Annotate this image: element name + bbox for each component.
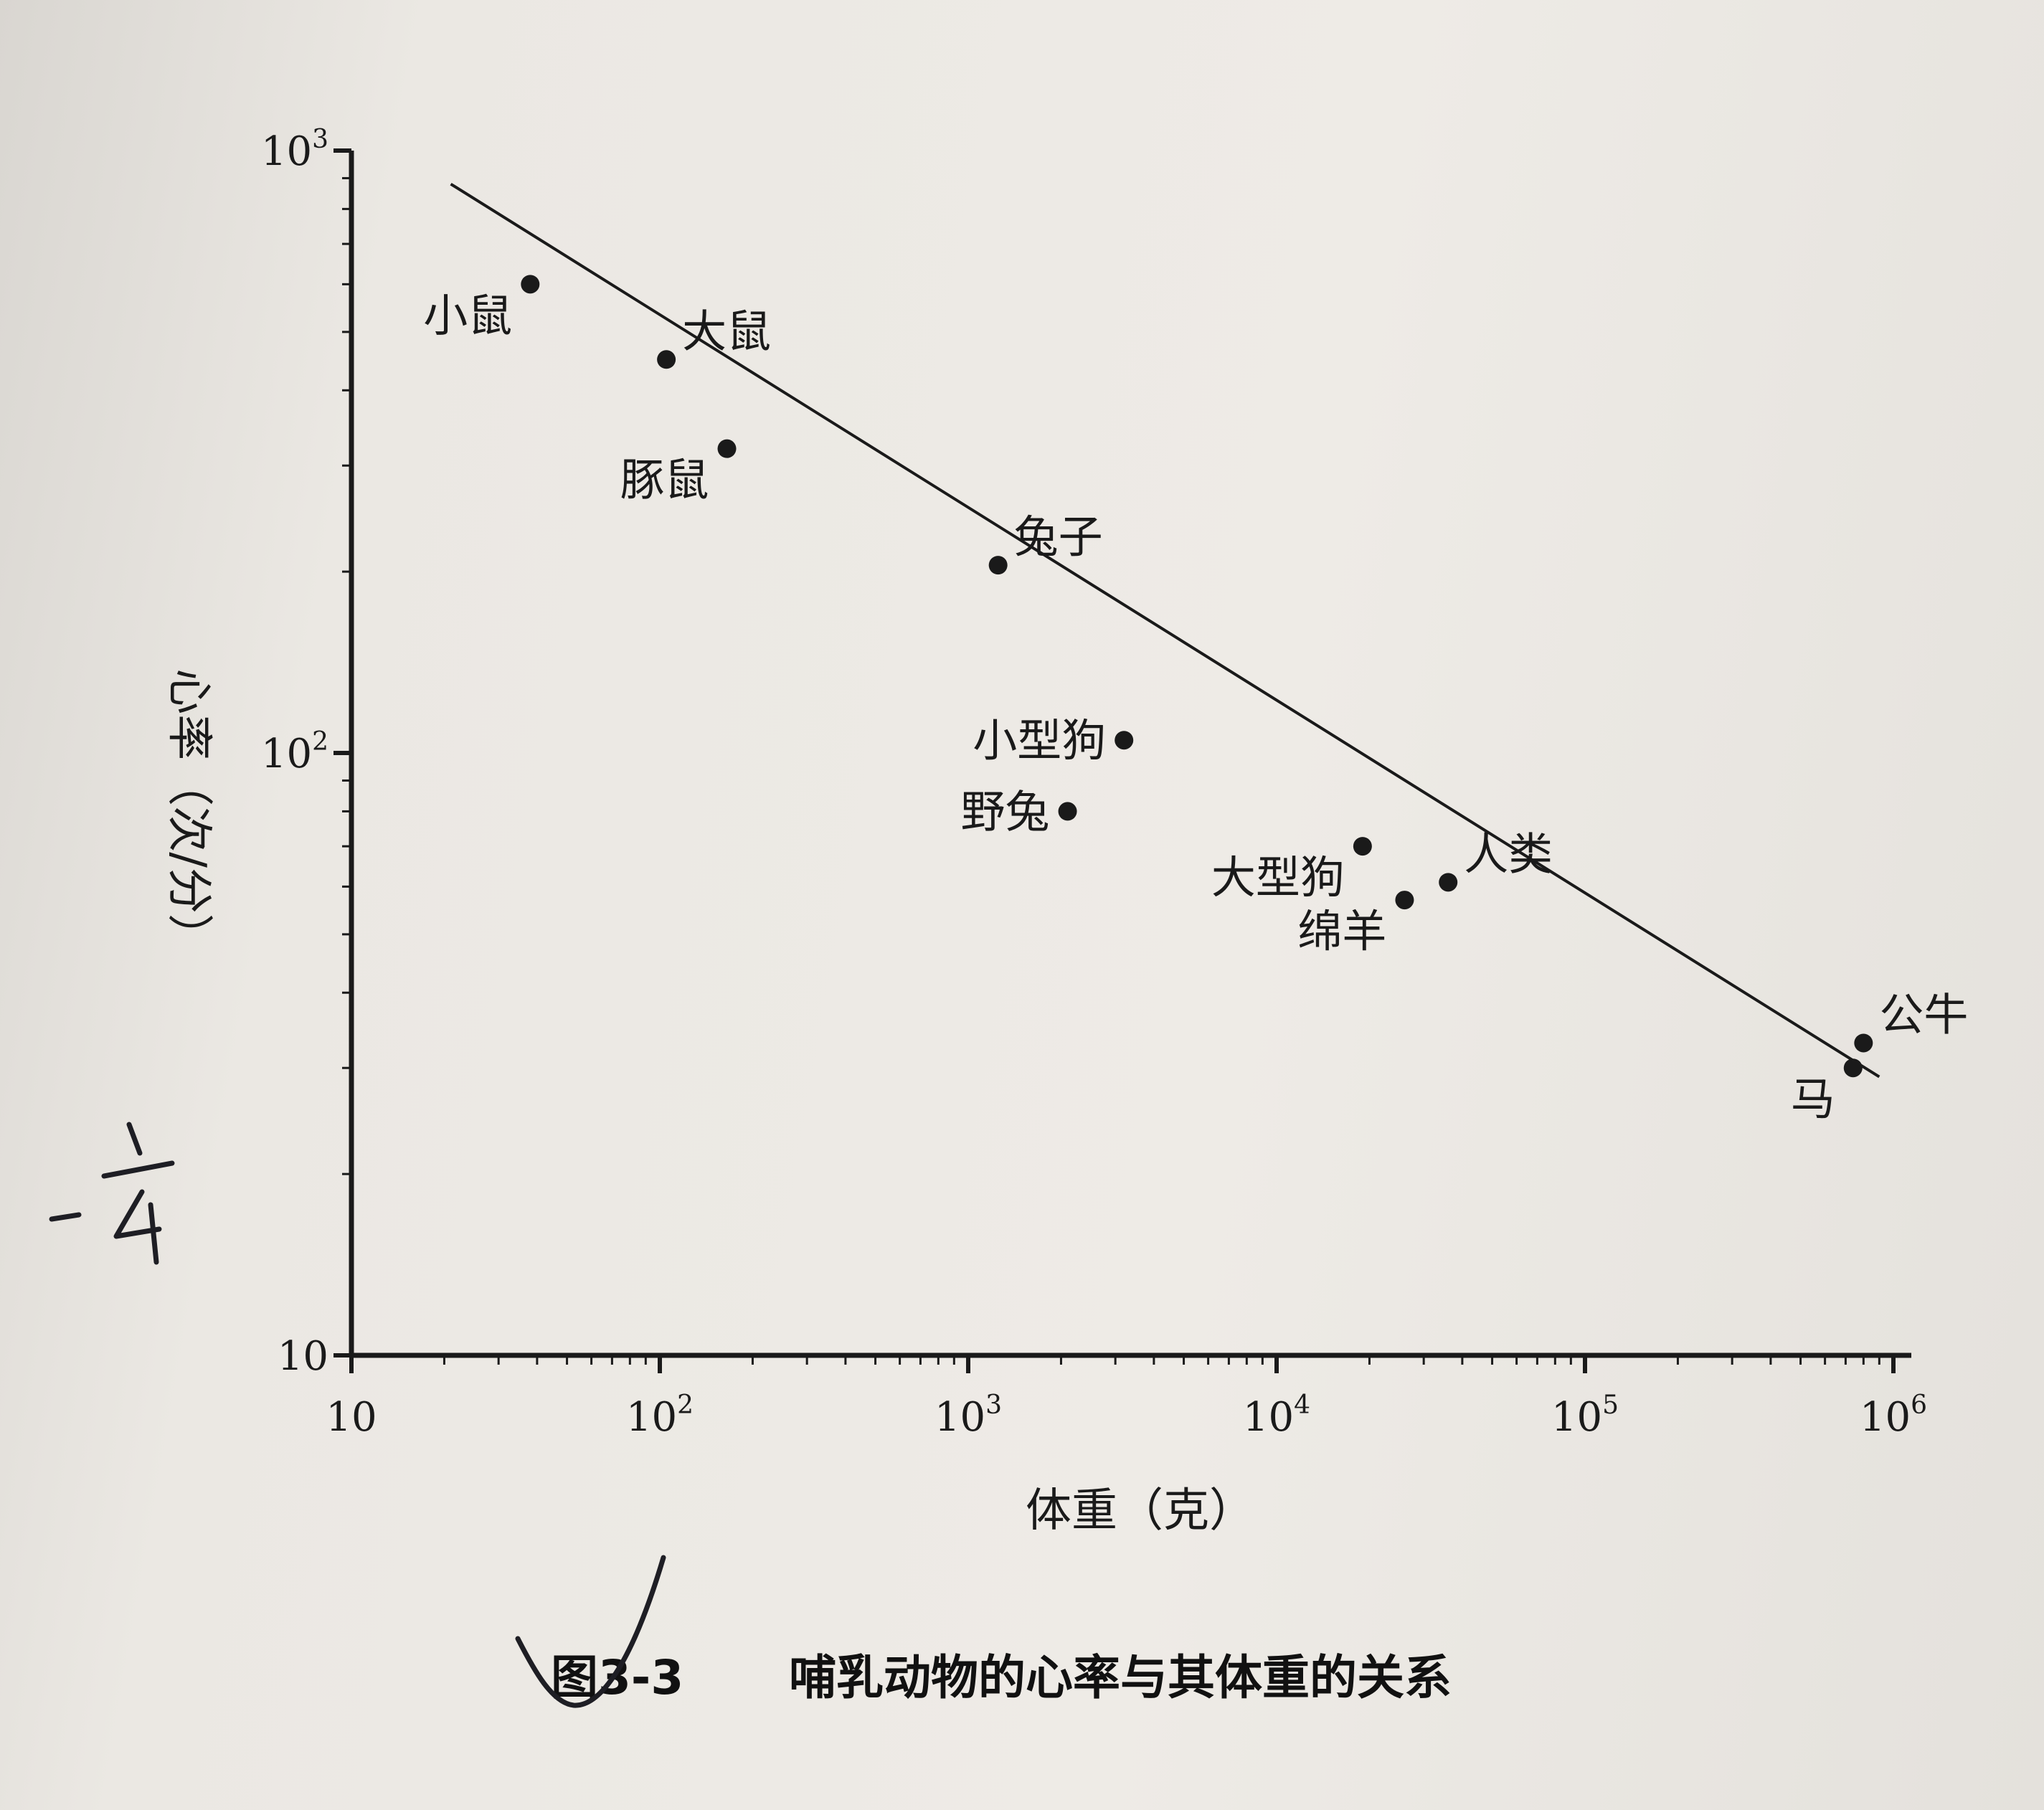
y-tick-label: 102: [261, 727, 328, 777]
numerator-one-stroke: [126, 1122, 143, 1156]
data-point: [521, 275, 540, 294]
data-point-label: 小鼠: [423, 289, 512, 341]
y-tick-label-base: 10: [278, 1333, 328, 1380]
data-point: [657, 350, 676, 369]
data-point-label: 公牛: [1879, 988, 1968, 1041]
minus-sign-stroke: [49, 1212, 82, 1222]
x-tick-label-exponent: 4: [1294, 1390, 1310, 1420]
x-tick-label-base: 10: [626, 1394, 677, 1441]
y-tick-label-exponent: 2: [312, 727, 328, 757]
figure-caption-number: 图3-3: [551, 1650, 683, 1705]
x-tick-label: 10: [326, 1394, 377, 1441]
data-point: [1353, 837, 1372, 856]
data-point-label: 小型狗: [973, 714, 1106, 767]
data-point: [1854, 1033, 1873, 1053]
x-tick-label-base: 10: [1860, 1394, 1911, 1441]
x-tick-label-exponent: 5: [1602, 1390, 1619, 1420]
y-tick-label-exponent: 3: [312, 125, 328, 154]
x-tick-label-base: 10: [935, 1394, 985, 1441]
x-tick-label: 105: [1551, 1390, 1619, 1441]
figure-caption-text: 哺乳动物的心率与其体重的关系: [789, 1650, 1452, 1705]
y-tick-label-base: 10: [261, 731, 312, 777]
x-ticks: 10 102 103 104 105 106: [326, 1355, 1927, 1441]
handwritten-margin-note: [49, 1122, 175, 1265]
data-point-label: 人类: [1464, 828, 1553, 880]
y-axis-title: 心率（次/分）: [162, 668, 215, 960]
fit-line-group: [450, 182, 1880, 1079]
y-tick-label-base: 10: [261, 128, 312, 175]
data-point: [1843, 1058, 1863, 1078]
data-point-label: 大鼠: [682, 305, 771, 357]
x-tick-label-base: 10: [1551, 1394, 1602, 1441]
x-tick-label-base: 10: [326, 1394, 377, 1441]
y-tick-label: 10: [278, 1333, 328, 1380]
x-tick-label: 103: [935, 1390, 1002, 1441]
data-point: [1058, 802, 1077, 821]
data-point-label: 豚鼠: [620, 454, 709, 506]
checkmark-stroke: [515, 1555, 666, 1708]
data-point: [1439, 873, 1458, 892]
data-point-label: 大型狗: [1211, 851, 1345, 904]
data-point: [1115, 731, 1134, 750]
x-tick-label: 106: [1860, 1390, 1927, 1441]
denominator-four-stroke: [113, 1189, 162, 1265]
data-point: [988, 556, 1008, 575]
x-tick-label-exponent: 2: [677, 1390, 694, 1420]
data-point-label: 兔子: [1014, 511, 1103, 563]
x-tick-label-exponent: 3: [985, 1390, 1002, 1420]
regression-line: [450, 182, 1880, 1079]
x-tick-label: 104: [1243, 1390, 1310, 1441]
fraction-bar-stroke: [101, 1160, 175, 1179]
handwritten-checkmark: [515, 1555, 666, 1708]
axes: [349, 151, 1911, 1358]
x-axis-title: 体重（克）: [1026, 1484, 1255, 1537]
data-point-label: 野兔: [961, 785, 1050, 838]
x-tick-label: 102: [626, 1390, 694, 1441]
data-point: [1395, 891, 1414, 910]
x-tick-label-exponent: 6: [1911, 1390, 1927, 1420]
x-tick-label-base: 10: [1243, 1394, 1294, 1441]
data-point-label: 马: [1791, 1073, 1835, 1125]
data-point-label: 绵羊: [1297, 905, 1386, 957]
y-tick-label: 103: [261, 125, 328, 175]
data-point: [717, 439, 737, 458]
